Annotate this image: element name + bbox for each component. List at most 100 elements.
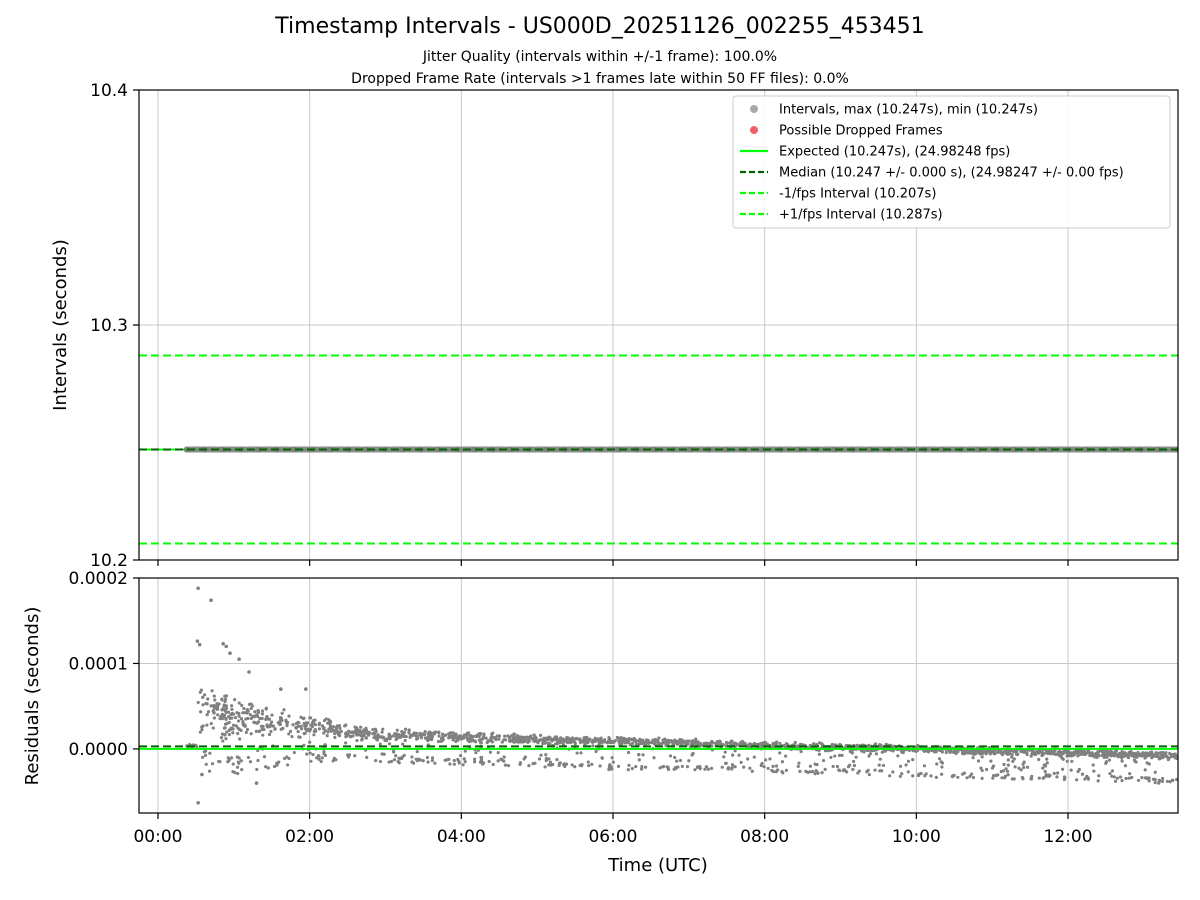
intervals-x-tickmarks: [157, 560, 1069, 566]
legend-entry-label: +1/fps Interval (10.287s): [779, 208, 943, 223]
residual-point: [1140, 776, 1144, 780]
residual-point: [658, 766, 662, 770]
residual-point: [750, 769, 754, 773]
residual-point: [1126, 756, 1131, 760]
residual-point: [447, 734, 452, 738]
residual-point: [733, 765, 737, 769]
residual-point: [207, 769, 212, 773]
residual-point: [817, 752, 821, 756]
residual-point: [366, 733, 371, 737]
residual-point: [1052, 749, 1056, 753]
residual-point: [426, 760, 430, 764]
residual-point: [236, 731, 240, 736]
residual-point: [205, 713, 209, 717]
residual-point: [503, 734, 507, 738]
residual-point: [493, 735, 497, 740]
residual-point: [880, 750, 884, 754]
residual-point: [737, 753, 741, 757]
residual-point: [1143, 768, 1147, 772]
residual-point: [312, 729, 316, 733]
residual-point: [611, 760, 615, 764]
residual-point: [537, 757, 542, 761]
residual-point: [804, 769, 808, 773]
residual-point: [250, 704, 254, 708]
interval-point: [579, 446, 586, 453]
residual-point: [237, 711, 241, 716]
residual-point: [273, 727, 277, 731]
residual-point: [290, 734, 294, 739]
residual-point: [991, 776, 995, 780]
residual-point: [1043, 769, 1047, 774]
residual-point: [223, 694, 227, 698]
residual-point: [362, 730, 366, 734]
residual-point: [968, 774, 972, 778]
residual-point: [666, 765, 670, 769]
residual-outlier-point: [228, 651, 232, 655]
residual-point: [1091, 763, 1095, 767]
residual-point: [1065, 759, 1069, 763]
residual-point: [396, 760, 400, 764]
residual-point: [1092, 769, 1096, 773]
residual-point: [234, 724, 238, 728]
residual-point: [813, 772, 817, 776]
residual-point: [675, 759, 679, 763]
interval-point: [759, 446, 766, 453]
residual-point: [616, 736, 620, 740]
residual-point: [1012, 777, 1016, 781]
residual-point: [644, 738, 649, 742]
residual-point: [1132, 758, 1137, 762]
residual-point: [634, 765, 638, 769]
residual-point: [440, 732, 445, 736]
residual-point: [227, 728, 231, 732]
residual-point: [977, 749, 982, 753]
residual-point: [926, 750, 931, 754]
residual-point: [244, 730, 248, 735]
residual-point: [771, 764, 775, 768]
residual-point: [1043, 764, 1048, 768]
residual-point: [308, 751, 312, 755]
intervals-y-ticks: 10.2 10.3 10.4: [90, 81, 139, 571]
residual-point: [497, 734, 501, 738]
residual-point: [387, 736, 391, 741]
residual-point: [478, 760, 483, 764]
residual-point: [271, 724, 275, 728]
residual-point: [888, 774, 892, 778]
residual-point: [1067, 750, 1071, 754]
residual-point: [584, 739, 588, 743]
residual-point: [220, 732, 225, 736]
residual-point: [1003, 774, 1008, 778]
residuals-y-ticks: 0.0000 0.0001 0.0002: [69, 569, 139, 760]
residual-point: [365, 755, 369, 759]
residual-point: [627, 740, 631, 745]
residual-point: [1041, 776, 1045, 780]
residual-point: [303, 727, 308, 731]
x-tick-label: 12:00: [1044, 827, 1093, 847]
residual-point: [231, 731, 235, 735]
residual-point: [306, 728, 310, 732]
residual-point: [502, 738, 506, 742]
residual-point: [823, 767, 827, 772]
residual-point: [1000, 776, 1004, 780]
residual-point: [934, 775, 938, 779]
residual-point: [417, 757, 421, 761]
residual-point: [327, 727, 331, 731]
residual-point: [1080, 749, 1084, 754]
residual-point: [1070, 751, 1074, 755]
residual-point: [253, 721, 257, 725]
residual-point: [528, 735, 532, 739]
residual-point: [574, 736, 579, 741]
residual-point: [205, 702, 209, 706]
residual-point: [608, 737, 612, 741]
residual-point: [778, 741, 782, 746]
residual-point: [1041, 766, 1045, 770]
residual-point: [210, 689, 214, 693]
residual-point: [1022, 765, 1026, 770]
residual-point: [991, 764, 996, 768]
residual-point: [555, 735, 559, 739]
residual-point: [548, 760, 553, 764]
residual-point: [725, 741, 729, 745]
residual-point: [1168, 780, 1172, 784]
residual-point: [578, 763, 582, 767]
residual-point: [1057, 751, 1061, 755]
residual-point: [443, 758, 447, 762]
